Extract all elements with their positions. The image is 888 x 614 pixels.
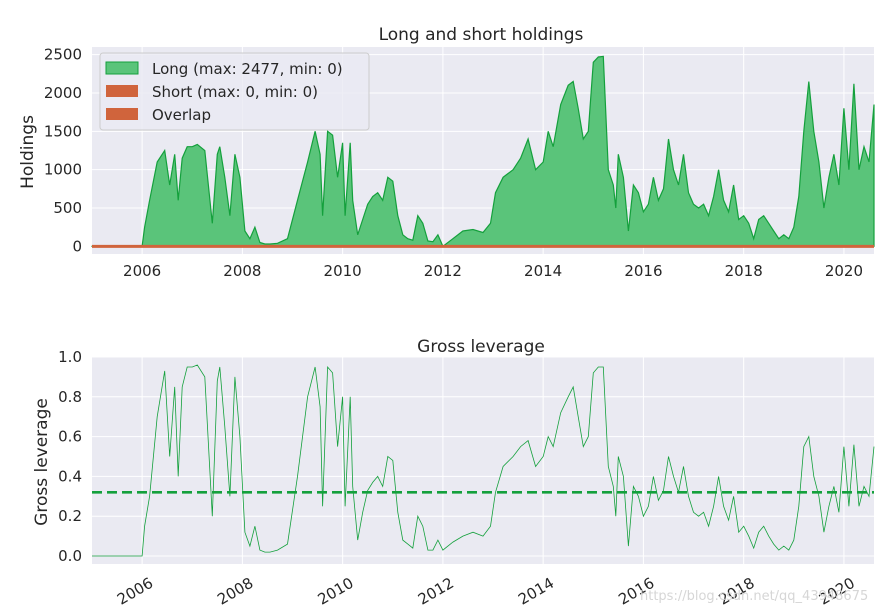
- holdings-series: [91, 55, 875, 248]
- holdings-panel: 2006 2008 2010 2012 2014 2016 2018 2020 0 500 100…: [18, 25, 875, 280]
- watermark: https://blog.csdn.net/qq_43948675: [640, 589, 868, 604]
- leverage-y-tick-label: 1.0: [58, 348, 82, 366]
- holdings-y-tick-label: 2000: [44, 84, 82, 102]
- leverage-y-tick-label: 0.2: [58, 507, 82, 525]
- gross-leverage-line: [92, 364, 875, 557]
- holdings-y-tick-label: 1000: [44, 161, 82, 179]
- leverage-y-tick-label: 0.8: [58, 388, 82, 406]
- leverage-y-tick-label: 0.0: [58, 547, 82, 565]
- holdings-x-tick-label: 2008: [223, 262, 261, 280]
- leverage-panel: 2006 2008 2010 2012 2014 2016 2018 2020 0.00.20…: [32, 337, 875, 609]
- leverage-series: [92, 364, 875, 557]
- leverage-grid: [92, 356, 874, 564]
- leverage-x-tick-label: 2010: [315, 574, 357, 609]
- leverage-x-tick-label: 2008: [214, 574, 256, 609]
- holdings-x-tick-label: 2014: [524, 262, 562, 280]
- leverage-y-tick-label: 0.4: [58, 467, 82, 485]
- legend-frame: [99, 52, 370, 131]
- legend-swatch-overlap: [106, 108, 138, 120]
- legend-label-short: Short (max: 0, min: 0): [152, 83, 318, 101]
- holdings-legend: Long (max: 2477, min: 0) Short (max: 0, …: [99, 52, 370, 131]
- holdings-y-tick-label: 2500: [44, 46, 82, 64]
- holdings-y-tick-label: 500: [53, 199, 82, 217]
- holdings-y-axis-label: Holdings: [18, 115, 38, 189]
- holdings-x-tick-label: 2012: [424, 262, 462, 280]
- leverage-x-tick-label: 2006: [114, 574, 156, 609]
- leverage-y-ticks: 0.0 0.2 0.4 0.6 0.8 1.0: [58, 348, 82, 565]
- long-holdings-area: [91, 55, 875, 248]
- leverage-chart-title: Gross leverage: [417, 337, 545, 357]
- legend-label-long: Long (max: 2477, min: 0): [152, 60, 343, 78]
- holdings-x-tick-label: 2018: [725, 262, 763, 280]
- leverage-y-axis-label: Gross leverage: [32, 398, 52, 526]
- holdings-chart-title: Long and short holdings: [379, 25, 584, 45]
- holdings-y-tick-label: 0: [72, 237, 82, 255]
- holdings-x-tick-label: 2010: [324, 262, 362, 280]
- holdings-y-tick-label: 1500: [44, 122, 82, 140]
- holdings-x-tick-label: 2020: [825, 262, 863, 280]
- leverage-y-tick-label: 0.6: [58, 428, 82, 446]
- leverage-x-tick-label: 2012: [415, 574, 457, 609]
- leverage-x-tick-label: 2014: [515, 574, 557, 609]
- holdings-x-tick-label: 2006: [123, 262, 161, 280]
- legend-swatch-short: [106, 85, 138, 97]
- legend-label-overlap: Overlap: [152, 106, 211, 124]
- legend-swatch-long: [105, 61, 139, 75]
- holdings-y-ticks: 0 500 1000 1500 2000 2500: [44, 46, 82, 256]
- holdings-x-tick-label: 2016: [624, 262, 662, 280]
- holdings-x-ticks: 2006 2008 2010 2012 2014 2016 2018 2020: [123, 262, 863, 280]
